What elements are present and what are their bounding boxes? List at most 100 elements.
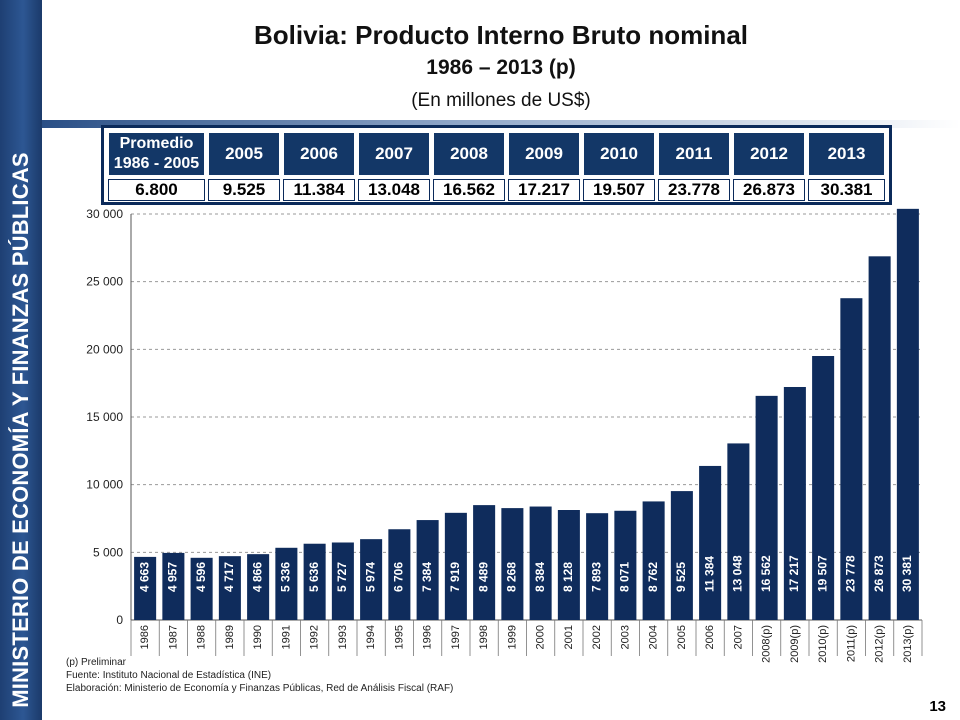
x-tick-label: 1992 [309,625,321,649]
summary-header-year: 2006 [283,132,355,176]
summary-header-year: 2008 [433,132,505,176]
summary-value: 16.562 [433,179,505,201]
bar-value-label: 4 866 [250,562,264,592]
bar-value-label: 5 727 [335,562,349,592]
x-tick-label: 2001 [563,625,575,649]
summary-header-year: 2005 [208,132,280,176]
bar [473,505,496,620]
x-tick-label: 1999 [506,625,518,649]
bar-value-label: 4 957 [166,562,180,592]
summary-value: 17.217 [508,179,580,201]
x-tick-label: 1997 [450,625,462,649]
bar [868,256,891,620]
bar [896,208,919,620]
x-tick-label: 1993 [337,625,349,649]
x-tick-label: 1987 [167,625,179,649]
summary-value: 19.507 [583,179,655,201]
bar [642,501,665,620]
y-tick-label: 30 000 [86,207,123,221]
summary-header-year: 2007 [358,132,430,176]
footnotes: (p) Preliminar Fuente: Instituto Naciona… [66,656,453,695]
bar [444,512,467,620]
bar [614,510,637,620]
header-divider [42,120,960,128]
bar [360,539,383,620]
x-tick-label: 1988 [196,625,208,649]
bar [727,443,750,620]
bar-value-label: 8 489 [476,562,490,592]
footnote-preliminary: (p) Preliminar [66,657,127,668]
bar [331,542,354,620]
y-tick-label: 25 000 [86,275,123,289]
x-tick-label: 2003 [619,625,631,649]
bar [190,557,213,620]
bar [699,465,722,620]
summary-header-year: 2009 [508,132,580,176]
bar [670,491,693,620]
summary-value: 26.873 [733,179,805,201]
bar-value-label: 7 919 [448,562,462,592]
summary-value: 23.778 [658,179,730,201]
bar [303,543,326,620]
summary-value: 11.384 [283,179,355,201]
x-tick-label: 2006 [704,625,716,649]
bar [388,529,411,620]
y-tick-label: 0 [116,613,123,627]
summary-header-average: Promedio 1986 - 2005 [108,132,205,176]
bar [557,510,580,620]
bar-value-label: 4 717 [222,562,236,592]
y-tick-label: 10 000 [86,478,123,492]
summary-value: 30.381 [808,179,885,201]
bar [586,513,609,620]
bar-value-label: 8 128 [561,562,575,592]
bar [275,547,298,620]
bar-value-label: 26 873 [872,555,886,592]
bar-value-label: 7 384 [420,562,434,592]
bar-value-label: 19 507 [815,555,829,592]
bar-value-label: 17 217 [787,555,801,592]
y-tick-label: 15 000 [86,410,123,424]
x-tick-label: 2008(p) [761,625,773,663]
bar-value-label: 9 525 [674,562,688,592]
summary-value: 13.048 [358,179,430,201]
bar [812,356,835,620]
summary-header-year: 2011 [658,132,730,176]
summary-value: 9.525 [208,179,280,201]
x-tick-label: 1995 [393,625,405,649]
bar-value-label: 4 663 [137,562,151,592]
bar-value-label: 8 268 [505,562,519,592]
bar [134,556,157,620]
bar-value-label: 5 974 [363,562,377,592]
x-tick-label: 1991 [280,625,292,649]
bar-value-label: 8 762 [646,562,660,592]
x-tick-label: 1989 [224,625,236,649]
chart-subtitle: 1986 – 2013 (p) [426,56,576,79]
x-tick-label: 2010(p) [817,625,829,663]
bar-value-label: 11 384 [702,556,716,592]
x-tick-label: 2012(p) [874,625,886,663]
x-tick-label: 2013(p) [902,625,914,663]
summary-header-year: 2012 [733,132,805,176]
x-tick-label: 2009(p) [789,625,801,663]
bar-value-label: 7 893 [589,562,603,592]
x-tick-label: 1998 [478,625,490,649]
bar [501,508,524,620]
bar [416,520,439,620]
bar-value-label: 6 706 [392,562,406,592]
bar-value-label: 30 381 [900,555,914,592]
bar-value-label: 8 071 [618,562,632,592]
bar [247,554,270,620]
x-tick-label: 1994 [365,625,377,649]
x-tick-label: 2011(p) [845,625,857,662]
x-tick-label: 2002 [591,625,603,649]
bar [218,556,241,620]
summary-header-year: 2010 [583,132,655,176]
chart-title: Bolivia: Producto Interno Bruto nominal [254,20,748,50]
bar [783,386,806,620]
x-tick-label: 1990 [252,625,264,649]
x-tick-label: 2007 [732,625,744,649]
page-number: 13 [929,698,946,715]
bar-value-label: 16 562 [759,555,773,592]
chart-units: (En millones de US$) [411,90,591,111]
